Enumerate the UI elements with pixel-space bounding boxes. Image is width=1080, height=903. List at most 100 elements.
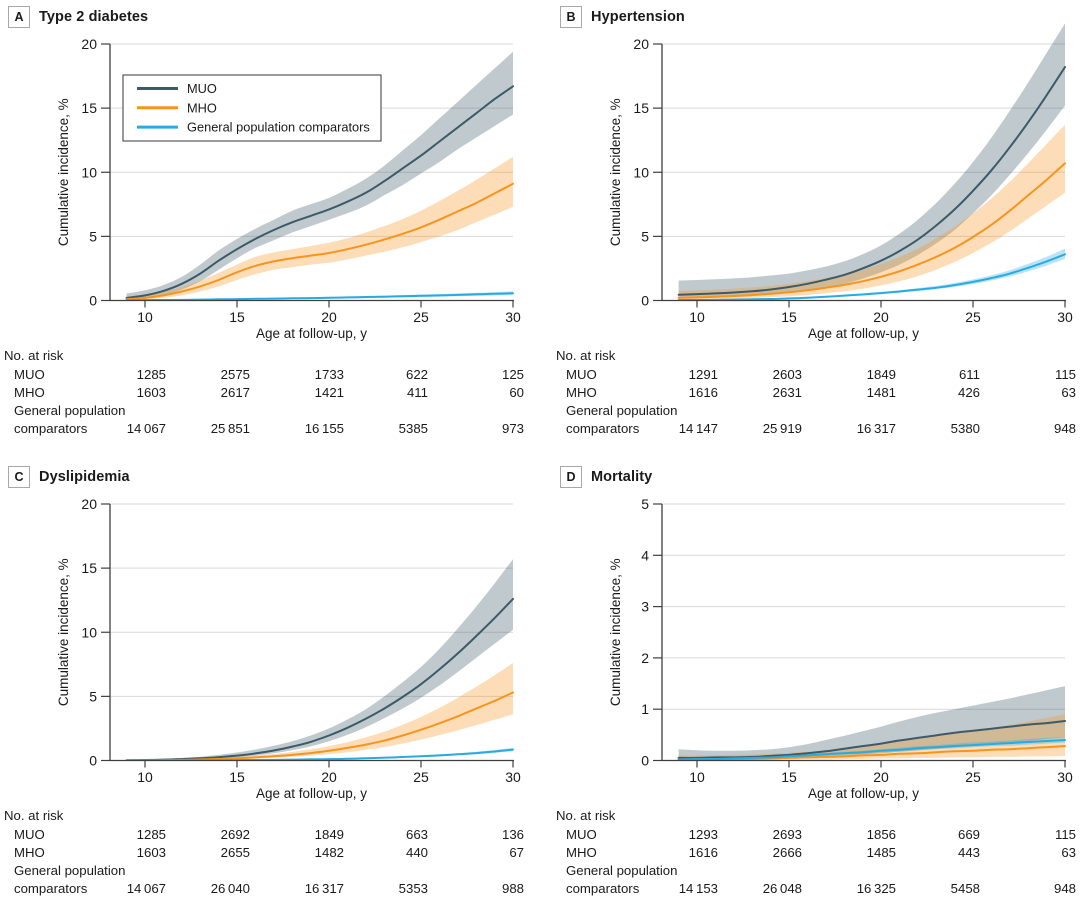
risk-value: 16 317 (856, 421, 896, 436)
risk-value: 1603 (136, 385, 166, 400)
risk-row-label: General population comparators (14, 863, 126, 896)
x-tick-label: 15 (229, 309, 245, 325)
legend: MUO MHO General population comparators (122, 74, 382, 142)
x-tick-label: 30 (505, 309, 521, 325)
risk-row-label: General population comparators (14, 403, 126, 436)
risk-value: 5353 (398, 881, 428, 896)
series-gpc-band (678, 736, 1065, 760)
risk-row: General population comparators 14 153 26 04… (556, 862, 1076, 898)
panel-title: Hypertension (591, 9, 685, 25)
risk-value: 1856 (866, 827, 896, 842)
risk-row-label: General population comparators (566, 863, 678, 896)
risk-value: 2655 (220, 845, 250, 860)
series-muo-line (677, 66, 1066, 296)
x-tick-label: 30 (1057, 309, 1073, 325)
risk-value: 14 153 (678, 881, 718, 896)
chart-dyslipidemia: 0 5 10 15 20 10 15 20 25 30 Age at follow-up, y Cum… (56, 496, 521, 801)
risk-value: 1849 (866, 367, 896, 382)
x-tick-label: 10 (137, 309, 153, 325)
risk-value: 611 (958, 367, 980, 382)
risk-value: 973 (501, 421, 524, 436)
panel-mortality: 0 1 2 3 4 5 10 15 20 25 30 Age at follow-up, y Cumul… (540, 460, 1080, 903)
panel-letter-badge: D (560, 466, 582, 488)
risk-value: 26 048 (762, 881, 802, 896)
series-mho-band (126, 663, 513, 761)
y-tick-label: 15 (81, 100, 97, 116)
risk-row: MUO 1291 2603 1849 611 115 (556, 366, 1076, 384)
x-axis-title: Age at follow-up, y (256, 326, 367, 341)
x-tick-label: 20 (321, 309, 337, 325)
panel-header: B Hypertension (560, 6, 685, 28)
panel-header: C Dyslipidemia (8, 466, 130, 488)
risk-row: General population comparators 14 067 25 85… (4, 402, 524, 438)
y-axis-title: Cumulative incidence, % (608, 558, 623, 706)
x-tick-label: 30 (1057, 769, 1073, 785)
risk-row-label: MHO (14, 385, 45, 400)
panel-header: A Type 2 diabetes (8, 6, 148, 28)
panel-header: D Mortality (560, 466, 652, 488)
risk-value: 16 317 (304, 881, 344, 896)
risk-value: 1421 (314, 385, 344, 400)
y-tick-label: 0 (641, 293, 649, 309)
risk-row-label: MHO (566, 845, 597, 860)
x-axis-title: Age at follow-up, y (808, 786, 919, 801)
y-axis-title: Cumulative incidence, % (56, 558, 71, 706)
risk-value: 16 155 (304, 421, 344, 436)
risk-row: MHO 1616 2666 1485 443 63 (556, 844, 1076, 862)
risk-value: 443 (957, 845, 980, 860)
risk-table-title: No. at risk (556, 348, 616, 363)
y-tick-label: 15 (633, 100, 649, 116)
risk-value: 63 (1061, 385, 1076, 400)
x-tick-label: 10 (689, 309, 705, 325)
x-tick-label: 10 (689, 769, 705, 785)
x-tick-label: 20 (873, 769, 889, 785)
risk-value: 14 147 (678, 421, 718, 436)
panel-dyslipidemia: 0 5 10 15 20 10 15 20 25 30 Age at follow-up, y Cum… (0, 460, 540, 903)
risk-value: 115 (1054, 367, 1076, 382)
series-muo-line (125, 85, 514, 299)
risk-row: MHO 1603 2617 1421 411 60 (4, 384, 524, 402)
risk-value: 1482 (314, 845, 344, 860)
x-axis-title: Age at follow-up, y (256, 786, 367, 801)
y-tick-label: 2 (641, 650, 649, 666)
risk-value: 1849 (314, 827, 344, 842)
y-tick-label: 15 (81, 560, 97, 576)
risk-table-title: No. at risk (4, 808, 64, 823)
x-axis-title: Age at follow-up, y (808, 326, 919, 341)
risk-value: 1616 (688, 385, 718, 400)
risk-value: 1285 (136, 367, 166, 382)
y-tick-label: 5 (641, 228, 649, 244)
panel-letter-badge: B (560, 6, 582, 28)
y-tick-label: 5 (641, 496, 649, 512)
series-mho-line (677, 162, 1066, 299)
risk-value: 14 067 (126, 421, 166, 436)
risk-row-label: MHO (14, 845, 45, 860)
x-tick-label: 25 (413, 769, 429, 785)
series-mho-band (678, 124, 1065, 300)
risk-rows: MUO 1285 2575 1733 622 125 MHO 1603 2617 1421 411 6… (4, 366, 524, 438)
risk-value: 5458 (950, 881, 980, 896)
risk-value: 125 (501, 367, 524, 382)
risk-value: 622 (405, 367, 428, 382)
risk-value: 2617 (220, 385, 250, 400)
risk-value: 5385 (398, 421, 428, 436)
x-tick-label: 15 (781, 309, 797, 325)
risk-value: 60 (509, 385, 524, 400)
series-gpc-line (677, 253, 1066, 301)
x-tick-label: 25 (413, 309, 429, 325)
panel-hypertension: 0 5 10 15 20 10 15 20 25 30 Age at follow-up, y Cum… (540, 0, 1080, 460)
panel-type-2-diabetes: 0 5 10 15 20 10 15 20 25 30 Age at follow-up, y Cum… (0, 0, 540, 460)
series-muo-band (126, 559, 513, 761)
risk-value: 1603 (136, 845, 166, 860)
y-tick-label: 5 (89, 688, 97, 704)
risk-value: 67 (509, 845, 524, 860)
legend-label: General population comparators (187, 120, 370, 135)
risk-value: 2631 (772, 385, 802, 400)
legend-label: MHO (187, 100, 217, 115)
y-tick-label: 0 (89, 753, 97, 769)
risk-value: 16 325 (856, 881, 896, 896)
x-tick-label: 30 (505, 769, 521, 785)
risk-row: MUO 1285 2692 1849 663 136 (4, 826, 524, 844)
risk-value: 1291 (688, 367, 718, 382)
